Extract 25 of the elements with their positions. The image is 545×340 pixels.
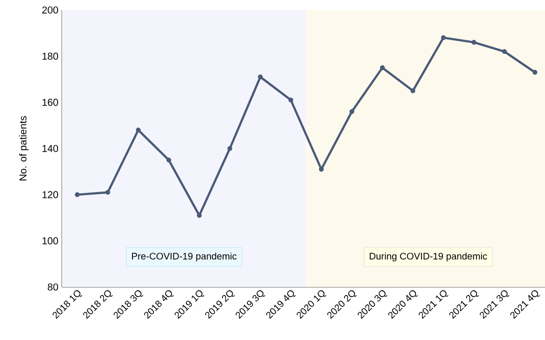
y-tick-label: 80 bbox=[48, 283, 58, 291]
point bbox=[441, 35, 446, 40]
y-axis-title: No. of patients bbox=[19, 116, 28, 180]
point bbox=[349, 109, 354, 114]
point bbox=[288, 98, 294, 102]
point bbox=[105, 190, 110, 195]
point bbox=[472, 40, 476, 45]
band-label: During COVID-19 pandemic bbox=[370, 252, 488, 262]
y-tick-label: 200 bbox=[42, 6, 58, 14]
point bbox=[74, 192, 80, 198]
point bbox=[196, 213, 202, 218]
point bbox=[227, 146, 232, 151]
point bbox=[502, 49, 507, 54]
point bbox=[258, 74, 263, 80]
y-tick-label: 100 bbox=[42, 237, 58, 244]
y-tick-label: 140 bbox=[42, 144, 58, 152]
y-tick-label: 180 bbox=[42, 52, 58, 60]
y-tick-label: 160 bbox=[42, 98, 58, 106]
band-label: Pre-COVID-19 pandemic bbox=[132, 252, 237, 262]
point bbox=[380, 65, 385, 70]
point bbox=[166, 158, 172, 162]
point bbox=[136, 128, 141, 132]
point bbox=[410, 88, 416, 94]
y-tick-label: 120 bbox=[42, 191, 58, 198]
point bbox=[532, 70, 538, 75]
